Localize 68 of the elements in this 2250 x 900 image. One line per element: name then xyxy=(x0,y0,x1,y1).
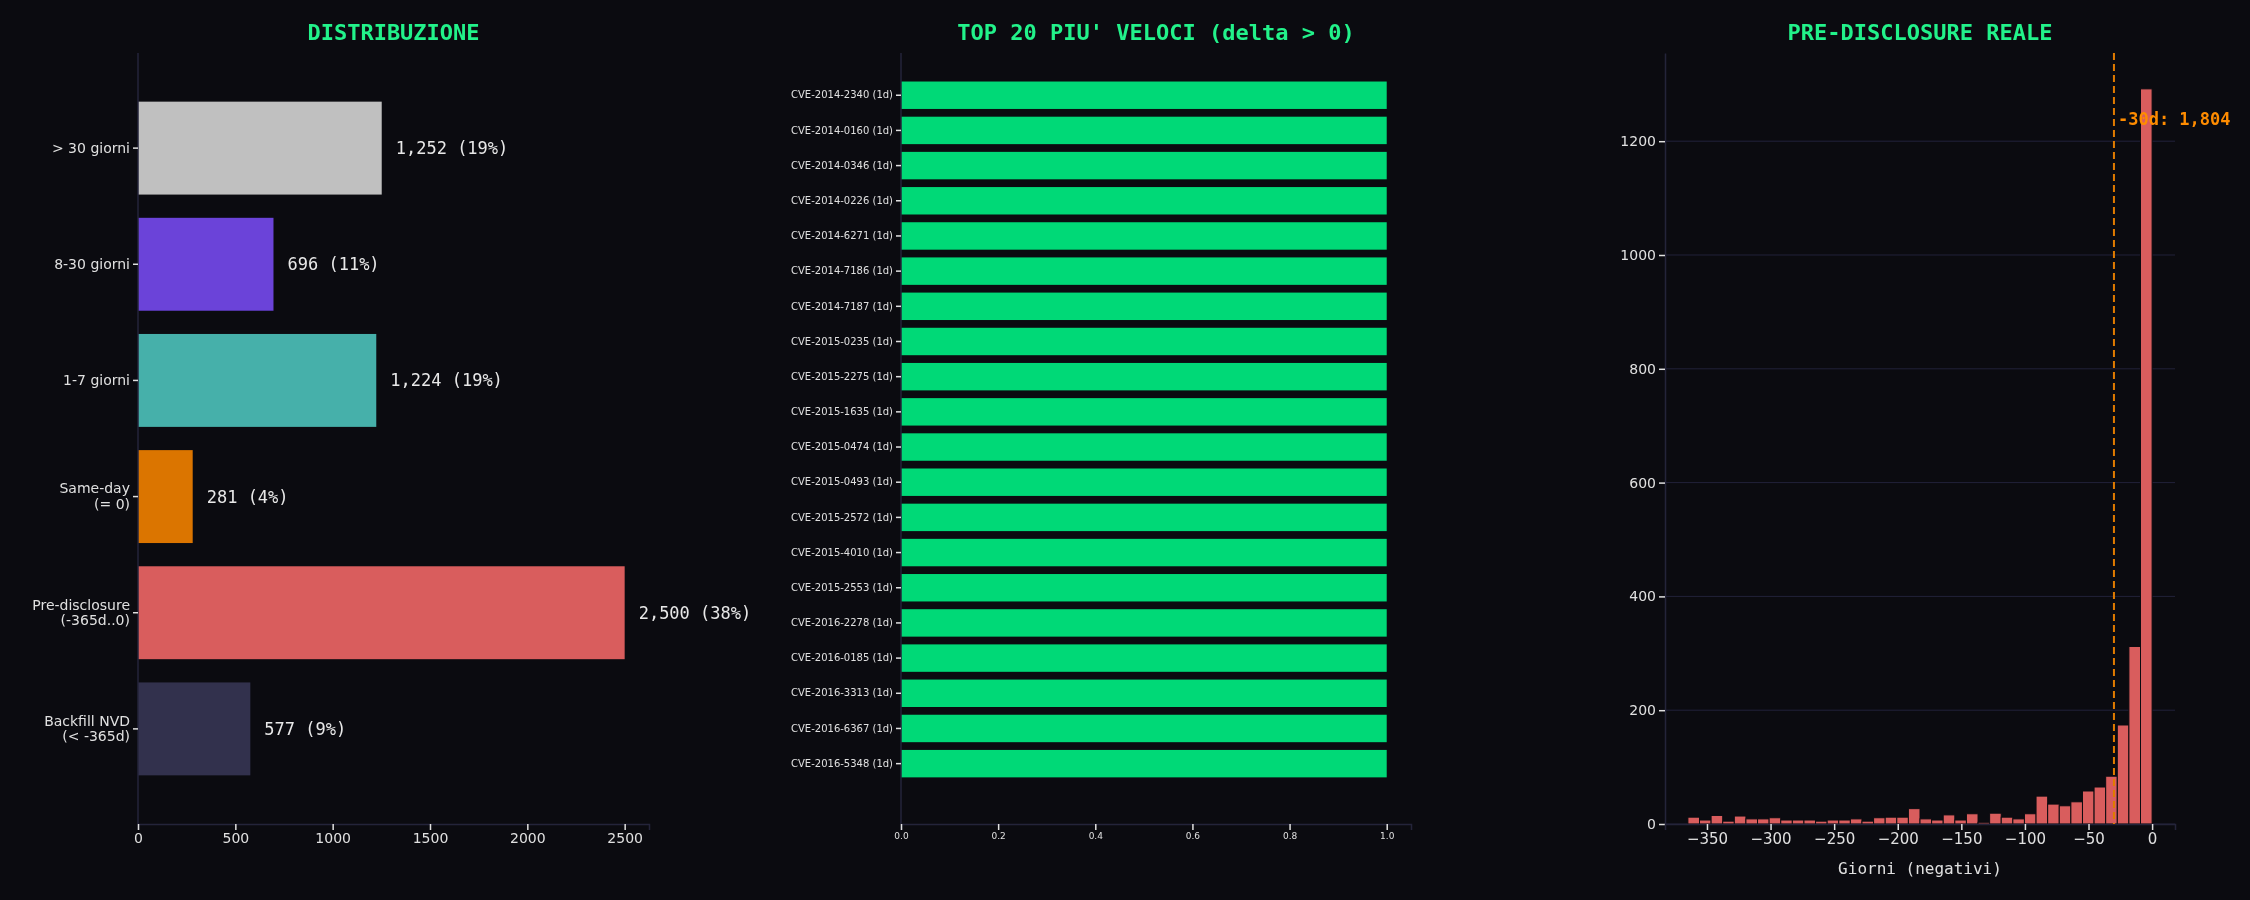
x-tick-label: −300 xyxy=(1750,829,1792,848)
x-tick-label: −50 xyxy=(2073,829,2105,848)
y-tick-label: Backfill NVD (< -365d) xyxy=(44,712,130,745)
y-tick-label: CVE-2015-2553 (1d) xyxy=(791,581,894,593)
bar xyxy=(138,682,251,776)
y-tick-label: 800 xyxy=(1629,360,1656,377)
y-tick-label: 8-30 giorni xyxy=(54,255,130,272)
y-tick-label: CVE-2015-1635 (1d) xyxy=(791,406,894,418)
x-tick-label: 1500 xyxy=(412,829,449,846)
x-tick-label: 2000 xyxy=(510,829,546,846)
y-tick-label: Same-day (= 0) xyxy=(59,480,130,512)
y-tick-label: CVE-2014-2340 (1d) xyxy=(791,89,894,101)
y-tick-label: CVE-2014-6271 (1d) xyxy=(791,230,894,242)
y-tick-label: Pre-disclosure (-365d..0) xyxy=(32,596,130,628)
x-axis-title: Giorni (negativi) xyxy=(1838,859,2002,878)
y-tick-label: CVE-2015-4010 (1d) xyxy=(791,546,894,558)
x-tick-label: −200 xyxy=(1877,829,1919,848)
bar xyxy=(138,217,274,311)
x-tick-label: 0.0 xyxy=(894,831,909,842)
data-label: 281 (4%) xyxy=(206,486,289,507)
y-tick-label: CVE-2014-0160 (1d) xyxy=(791,124,894,136)
bar xyxy=(138,333,377,427)
y-tick-label: 1200 xyxy=(1620,133,1656,150)
x-tick-label: 0.6 xyxy=(1185,831,1201,842)
y-tick-label: CVE-2016-5348 (1d) xyxy=(791,757,894,769)
x-tick-label: 1.0 xyxy=(1380,831,1395,842)
chart-title: TOP 20 PIU' VELOCI (delta > 0) xyxy=(957,20,1355,45)
x-tick-label: −350 xyxy=(1686,829,1729,848)
y-tick-label: CVE-2015-0474 (1d) xyxy=(791,441,894,453)
x-tick-label: 0.8 xyxy=(1282,831,1298,842)
x-tick-label: −150 xyxy=(1941,829,1983,848)
y-tick-label: CVE-2014-7186 (1d) xyxy=(791,265,894,277)
y-tick-label: 600 xyxy=(1629,474,1656,491)
data-label: 1,224 (19%) xyxy=(390,370,503,391)
y-tick-label: CVE-2015-0493 (1d) xyxy=(791,476,894,488)
x-tick-label: 0.4 xyxy=(1088,831,1104,842)
y-tick-label: 200 xyxy=(1629,702,1656,719)
y-tick-label: 400 xyxy=(1629,588,1656,605)
x-tick-label: 0 xyxy=(134,829,143,846)
data-label: 577 (9%) xyxy=(264,718,347,739)
x-tick-label: 2500 xyxy=(607,829,643,846)
y-tick-label: > 30 giorni xyxy=(51,139,130,156)
data-label: 696 (11%) xyxy=(287,254,380,275)
y-tick-label: 1-7 giorni xyxy=(63,371,130,388)
chart-title: PRE-DISCLOSURE REALE xyxy=(1787,20,2053,45)
y-tick-label: CVE-2016-2278 (1d) xyxy=(791,617,894,629)
x-tick-label: −100 xyxy=(2004,829,2047,848)
x-tick-label: 0 xyxy=(2147,829,2158,848)
y-tick-label: CVE-2016-3313 (1d) xyxy=(791,687,894,699)
y-tick-label: 1000 xyxy=(1620,246,1656,263)
x-tick-label: −250 xyxy=(1814,829,1856,848)
chart-title: DISTRIBUZIONE xyxy=(307,20,480,45)
x-tick-label: 1000 xyxy=(315,829,351,846)
x-tick-label: 0.2 xyxy=(991,831,1006,842)
y-tick-label: CVE-2014-0346 (1d) xyxy=(791,159,894,171)
y-tick-label: CVE-2014-0226 (1d) xyxy=(791,194,894,206)
x-tick-label: 500 xyxy=(222,829,250,846)
y-tick-label: CVE-2014-7187 (1d) xyxy=(791,300,894,312)
y-tick-label: CVE-2015-2275 (1d) xyxy=(791,370,894,382)
y-tick-label: CVE-2016-0185 (1d) xyxy=(791,652,894,664)
y-tick-label: CVE-2015-0235 (1d) xyxy=(791,335,894,347)
bar xyxy=(138,450,193,544)
data-label: 1,252 (19%) xyxy=(395,138,509,159)
data-label: 2,500 (38%) xyxy=(638,602,752,623)
y-tick-label: CVE-2016-6367 (1d) xyxy=(791,722,894,734)
bar xyxy=(138,101,382,195)
bar xyxy=(138,566,625,660)
y-tick-label: CVE-2015-2572 (1d) xyxy=(791,511,894,523)
